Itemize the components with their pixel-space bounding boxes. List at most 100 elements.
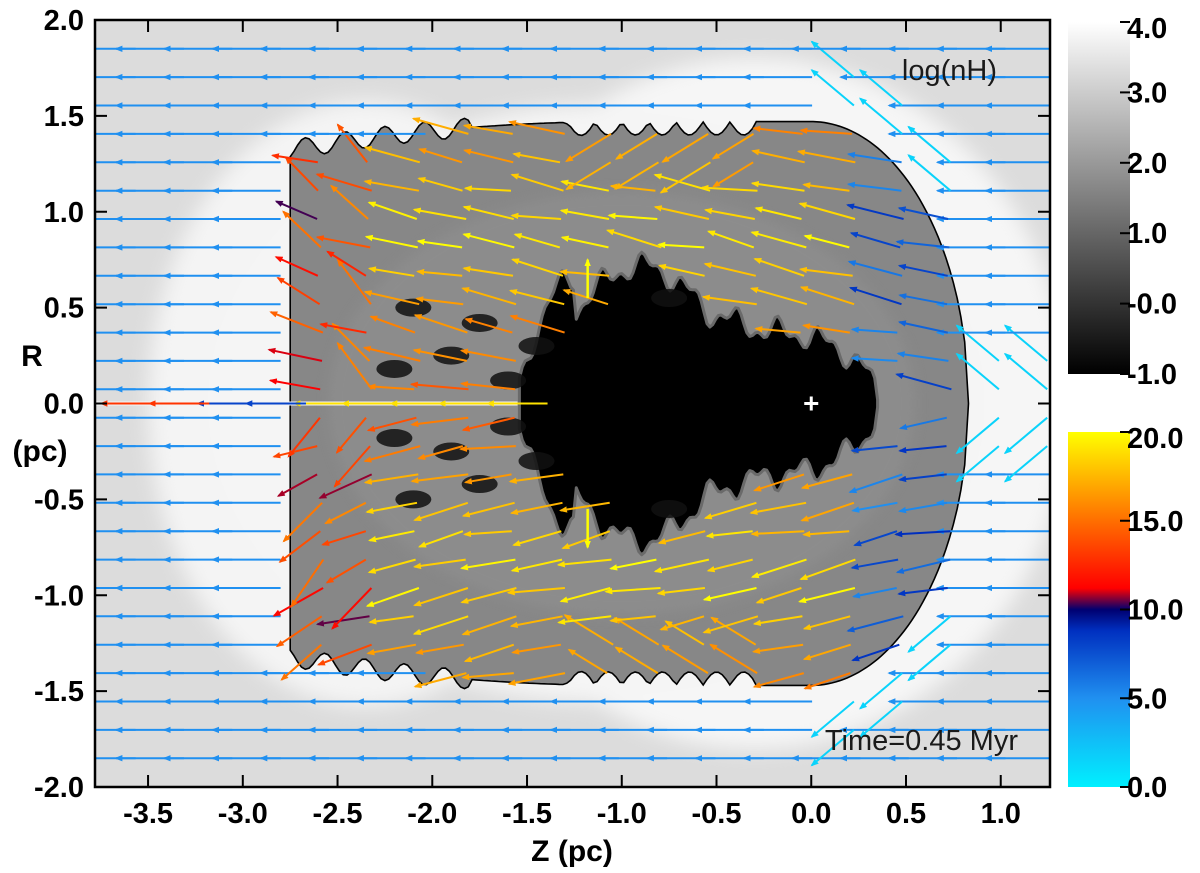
velocity-vector <box>659 161 711 194</box>
velocity-vector <box>512 530 562 547</box>
velocity-vector <box>810 729 855 767</box>
velocity-vector <box>512 151 561 164</box>
velocity-vector <box>800 473 853 490</box>
velocity-vector <box>415 296 464 306</box>
velocity-vector <box>656 587 706 596</box>
velocity-vector <box>1003 324 1048 362</box>
velocity-vector <box>907 125 952 164</box>
velocity-vector <box>510 558 563 573</box>
velocity-vector <box>511 258 564 277</box>
velocity-vector <box>459 381 516 391</box>
velocity-vector <box>282 502 323 543</box>
velocity-vector <box>858 672 903 710</box>
velocity-vector <box>853 530 898 547</box>
density-colorbar-tick: 3.0 <box>1127 77 1167 109</box>
velocity-vector <box>858 69 903 107</box>
velocity-vector <box>315 235 371 249</box>
velocity-vector <box>367 383 415 391</box>
velocity-vector <box>897 263 948 277</box>
velocity-vector <box>894 530 951 538</box>
x-axis-ticks: -3.5 -3.0 -2.5 -2.0 -1.5 -1.0 -0.5 0.0 0.5 1.0 <box>123 20 1021 830</box>
velocity-vector <box>369 315 416 334</box>
velocity-vector <box>410 416 469 427</box>
velocity-vector <box>367 201 418 220</box>
velocity-vector <box>706 230 755 249</box>
velocity-vector <box>410 473 469 484</box>
velocity-vector <box>896 351 949 362</box>
velocity-vector <box>415 643 464 655</box>
velocity-colorbar-tick: 0.0 <box>1127 772 1167 804</box>
velocity-vector <box>614 133 658 160</box>
velocity-vector <box>796 149 856 164</box>
velocity-vector <box>802 530 850 538</box>
velocity-vector <box>272 445 318 459</box>
velocity-vector <box>412 615 469 635</box>
velocity-vector <box>799 127 853 135</box>
velocity-vector <box>324 501 367 525</box>
velocity-vector <box>846 615 904 633</box>
velocity-vector <box>858 700 903 738</box>
velocity-vector <box>858 97 903 135</box>
velocity-vector <box>368 615 414 625</box>
x-tick-label: -2.0 <box>407 798 457 830</box>
velocity-vector <box>278 530 321 563</box>
velocity-vector <box>613 161 660 190</box>
velocity-vector <box>848 286 902 306</box>
x-tick-label: -0.5 <box>692 798 742 830</box>
velocity-vector <box>754 206 802 220</box>
velocity-vectors <box>95 40 1050 767</box>
velocity-vector <box>461 615 517 636</box>
velocity-vector <box>508 120 565 135</box>
velocity-vector <box>752 643 804 654</box>
density-colorbar-tick: 1.0 <box>1127 218 1167 250</box>
velocity-vector <box>326 250 367 277</box>
plot-annotations <box>804 396 819 411</box>
velocity-vector <box>955 352 1000 391</box>
velocity-vector <box>557 615 612 625</box>
velocity-vector <box>798 202 856 220</box>
velocity-vector <box>509 314 565 334</box>
velocity-vector <box>413 558 466 570</box>
velocity-vector <box>507 672 566 686</box>
velocity-vector <box>365 501 418 514</box>
velocity-vector <box>604 587 661 595</box>
velocity-vector <box>559 208 610 220</box>
velocity-vector <box>560 235 609 249</box>
velocity-vector <box>567 648 608 674</box>
velocity-vector <box>711 133 755 160</box>
velocity-vector <box>605 229 662 249</box>
velocity-vector <box>363 179 420 192</box>
velocity-vector <box>659 615 705 631</box>
velocity-vector <box>412 348 468 362</box>
y-axis-label: R <box>21 340 43 373</box>
velocity-vector <box>702 615 759 634</box>
velocity-vector <box>417 445 464 460</box>
velocity-vector <box>363 445 421 463</box>
velocity-vector <box>461 501 515 518</box>
velocity-vector <box>413 587 469 607</box>
velocity-vector <box>955 324 1000 362</box>
velocity-vector <box>274 256 319 277</box>
y-tick-label: -0.5 <box>34 484 84 516</box>
x-tick-label: -2.5 <box>313 798 363 830</box>
velocity-vector <box>276 276 321 306</box>
y-tick-label: 2.0 <box>44 5 84 37</box>
x-tick-label: -3.0 <box>218 798 268 830</box>
velocity-vector <box>709 643 758 674</box>
velocity-vector <box>412 207 467 220</box>
velocity-vector <box>753 473 805 492</box>
velocity-vector <box>802 615 851 631</box>
velocity-vector <box>290 559 325 608</box>
velocity-vector <box>907 643 952 682</box>
density-colorbar: 4.0 3.0 2.0 1.0 -0.0 -1.0 <box>1068 13 1177 391</box>
velocity-vector <box>609 615 656 624</box>
velocity-vector <box>366 416 417 432</box>
y-tick-label: -1.0 <box>34 580 84 612</box>
velocity-vector <box>459 348 516 362</box>
velocity-vector <box>416 238 463 249</box>
velocity-vector <box>851 501 898 513</box>
velocity-vector <box>365 587 420 607</box>
velocity-vector <box>417 530 464 548</box>
velocity-vector <box>749 501 807 515</box>
velocity-vector <box>509 501 563 515</box>
